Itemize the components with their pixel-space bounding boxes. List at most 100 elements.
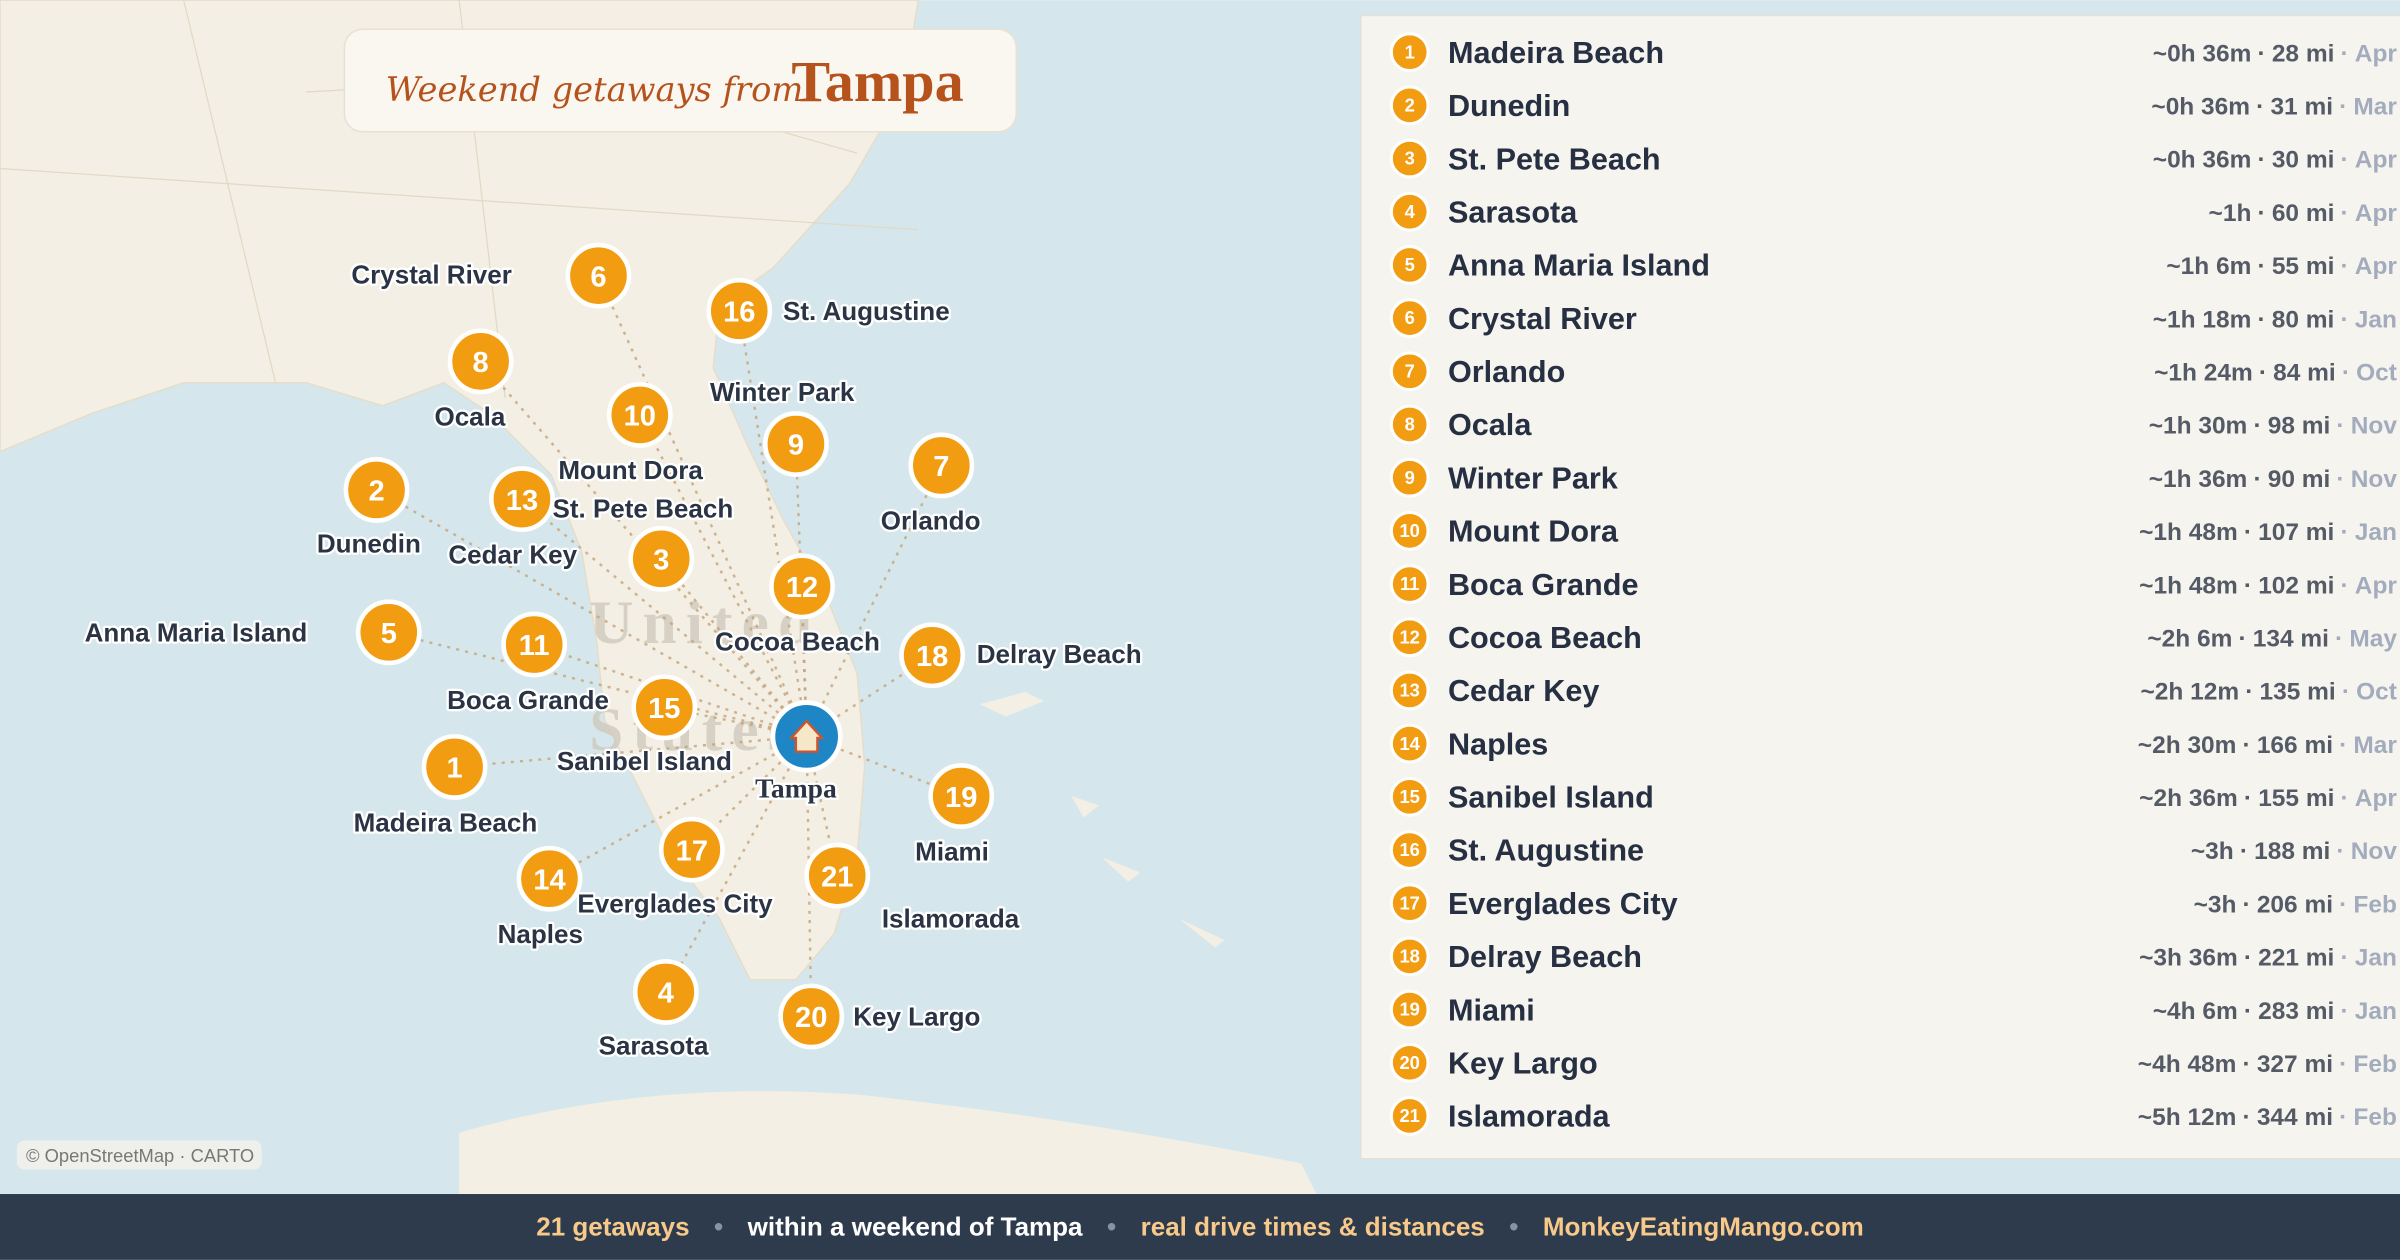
marker[interactable] (501, 611, 568, 678)
best-month: Mar (2353, 732, 2397, 759)
list-details: ~1h · 60 mi · Apr (2209, 200, 2398, 227)
list-details: ~0h 36m · 31 mi · Mar (2151, 94, 2397, 121)
marker[interactable] (631, 674, 698, 741)
list-details: ~1h 18m · 80 mi · Jan (2153, 306, 2397, 333)
separator: · (2259, 360, 2267, 387)
list-number: 8 (1405, 414, 1415, 435)
marker[interactable] (628, 525, 695, 592)
distance: 188 mi (2254, 838, 2330, 865)
marker-number: 19 (945, 782, 977, 814)
best-month: May (2349, 625, 2397, 652)
list-badge (1389, 245, 1430, 285)
separator: · (2256, 94, 2264, 121)
marker[interactable] (778, 983, 845, 1050)
list-name[interactable]: Sarasota (1448, 195, 1578, 229)
separator: · (2341, 200, 2349, 227)
marker[interactable] (632, 959, 699, 1025)
marker[interactable] (908, 432, 975, 499)
separator: · (2258, 306, 2266, 333)
marker[interactable] (763, 411, 829, 477)
footer-separator: • (1509, 1211, 1518, 1241)
separator: · (2244, 998, 2252, 1025)
marker[interactable] (606, 382, 673, 448)
list-name[interactable]: St. Augustine (1448, 834, 1644, 868)
separator: · (2336, 466, 2344, 493)
list-number: 13 (1399, 680, 1419, 701)
list-name[interactable]: St. Pete Beach (1448, 142, 1661, 176)
drive-time: ~3h 36m (2139, 945, 2238, 972)
marker[interactable] (804, 842, 871, 909)
list-name[interactable]: Cocoa Beach (1448, 621, 1642, 655)
distance: 60 mi (2272, 200, 2335, 227)
separator: · (2244, 572, 2252, 599)
list-name[interactable]: Mount Dora (1448, 515, 1619, 549)
list-badge (1389, 138, 1430, 179)
separator: · (2253, 413, 2261, 440)
list-name[interactable]: Madeira Beach (1448, 36, 1664, 70)
separator: · (2243, 1104, 2251, 1131)
marker-label: Everglades City (577, 888, 773, 918)
drive-time: ~4h 48m (2138, 1051, 2237, 1078)
list-badge (1389, 1042, 1430, 1083)
separator: · (2335, 625, 2343, 652)
list-name[interactable]: Sanibel Island (1448, 781, 1654, 815)
marker[interactable] (447, 328, 514, 395)
separator: · (2339, 891, 2347, 918)
distance: 80 mi (2272, 306, 2335, 333)
drive-time: ~1h (2209, 200, 2252, 227)
marker-label: Miami (915, 836, 989, 866)
drive-time: ~2h 36m (2139, 785, 2238, 812)
marker[interactable] (706, 277, 773, 344)
roads (0, 0, 919, 399)
marker[interactable] (899, 622, 966, 689)
list-name[interactable]: Everglades City (1448, 887, 1678, 921)
marker[interactable] (769, 553, 835, 620)
marker[interactable] (658, 816, 725, 883)
distance: 107 mi (2258, 519, 2334, 546)
best-month: Jan (2355, 998, 2397, 1025)
route-line (521, 498, 808, 738)
list-details: ~3h 36m · 221 mi · Jan (2139, 945, 2397, 972)
marker[interactable] (565, 242, 632, 309)
list-details: ~3h · 188 mi · Nov (2191, 838, 2397, 865)
distance: 155 mi (2258, 785, 2334, 812)
footer-item: real drive times & distances (1141, 1211, 1485, 1241)
list-name[interactable]: Delray Beach (1448, 940, 1642, 974)
drive-time: ~2h 30m (2138, 732, 2237, 759)
list-name[interactable]: Anna Maria Island (1448, 249, 1710, 283)
marker[interactable] (421, 734, 488, 800)
list-number: 14 (1399, 733, 1420, 754)
cuba (459, 1091, 1317, 1195)
best-month: Apr (2355, 200, 2398, 227)
list-number: 18 (1399, 946, 1419, 967)
list-name[interactable]: Winter Park (1448, 461, 1619, 495)
marker-label: Cedar Key (448, 539, 577, 569)
marker[interactable] (489, 466, 555, 533)
list-name[interactable]: Islamorada (1448, 1100, 1611, 1134)
separator: · (2240, 838, 2248, 865)
marker-number: 20 (795, 1002, 827, 1034)
footer-item[interactable]: MonkeyEatingMango.com (1543, 1211, 1864, 1241)
list-name[interactable]: Key Largo (1448, 1046, 1598, 1080)
list-name[interactable]: Dunedin (1448, 89, 1570, 123)
marker[interactable] (516, 845, 583, 912)
marker[interactable] (928, 763, 995, 829)
list-name[interactable]: Ocala (1448, 408, 1532, 442)
list-name[interactable]: Cedar Key (1448, 674, 1599, 708)
list-name[interactable]: Boca Grande (1448, 568, 1639, 602)
list-name[interactable]: Crystal River (1448, 302, 1637, 336)
marker-label: Cocoa Beach (715, 627, 880, 657)
list-name[interactable]: Naples (1448, 727, 1548, 761)
marker-label: Sanibel Island (557, 746, 732, 776)
list-number: 9 (1405, 467, 1415, 488)
marker[interactable] (343, 457, 410, 523)
list-badge (1389, 1096, 1430, 1136)
list-panel (1359, 14, 2400, 1160)
marker-number: 2 (368, 476, 384, 508)
list-name[interactable]: Orlando (1448, 355, 1565, 389)
marker[interactable] (355, 599, 422, 666)
list-number: 17 (1399, 892, 1419, 913)
separator: · (2243, 732, 2251, 759)
list-name[interactable]: Miami (1448, 993, 1535, 1027)
home-label: Tampa (755, 773, 837, 804)
